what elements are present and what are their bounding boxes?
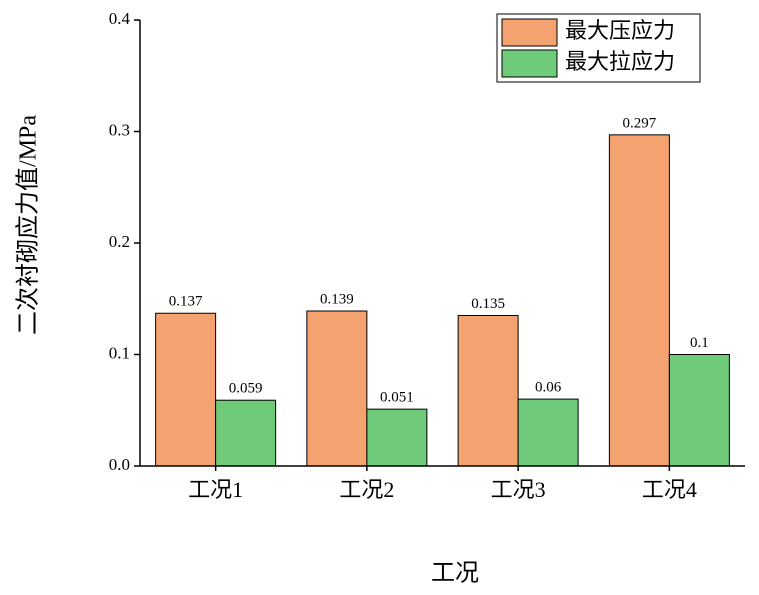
bar	[306, 310, 368, 467]
legend-swatch	[501, 49, 558, 78]
x-tick-label: 工况4	[642, 477, 697, 502]
value-label: 0.137	[169, 294, 203, 310]
y-tick-label: 0.3	[109, 120, 130, 139]
x-tick-label: 工况3	[491, 477, 546, 502]
value-label: 0.139	[320, 291, 354, 307]
bar	[608, 134, 670, 467]
y-tick-label: 0.2	[109, 232, 130, 251]
legend-label: 最大拉应力	[565, 49, 675, 74]
bar	[517, 398, 579, 467]
bar	[457, 314, 519, 467]
x-tick-label: 工况2	[339, 477, 394, 502]
bar	[155, 312, 217, 467]
value-label: 0.06	[535, 380, 562, 396]
y-axis-title: 二次衬砌应力值/MPa	[15, 115, 42, 335]
bar	[215, 399, 277, 467]
value-label: 0.297	[623, 115, 657, 131]
value-label: 0.1	[690, 335, 709, 351]
bar	[366, 408, 428, 467]
y-tick-label: 0.1	[109, 343, 130, 362]
y-tick-label: 0.4	[109, 9, 131, 28]
legend-label: 最大压应力	[565, 18, 675, 43]
value-label: 0.059	[229, 381, 263, 397]
x-axis-title: 工况	[431, 561, 479, 587]
value-label: 0.051	[380, 390, 414, 406]
bar	[668, 354, 730, 467]
value-label: 0.135	[471, 296, 505, 312]
legend-swatch	[501, 18, 558, 47]
y-tick-label: 0.0	[109, 455, 130, 474]
x-tick-label: 工况1	[188, 477, 243, 502]
